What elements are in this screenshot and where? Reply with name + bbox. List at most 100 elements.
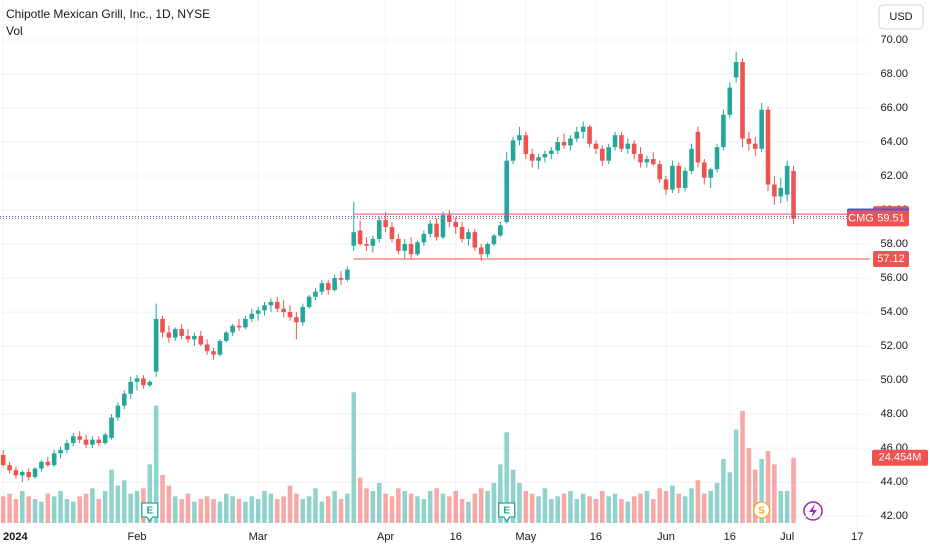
currency-button[interactable]	[878, 4, 924, 30]
candle-body	[523, 135, 529, 154]
volume-bar	[427, 490, 433, 523]
volume-bar	[134, 490, 140, 523]
candle-body	[517, 135, 522, 141]
candle-body	[64, 443, 70, 450]
volume-bar	[746, 448, 752, 523]
volume-bar	[160, 474, 165, 523]
volume-bar	[236, 498, 242, 523]
x-tick-label: 2024	[3, 531, 28, 543]
candle-body	[13, 470, 19, 476]
candle-body	[376, 220, 382, 239]
candle-body	[651, 159, 656, 165]
candle-body	[357, 230, 363, 245]
candle-body	[708, 169, 713, 178]
volume-bar	[453, 490, 459, 523]
volume-bar	[51, 496, 57, 523]
candle-body	[421, 233, 427, 243]
candle-body	[243, 318, 248, 328]
candle-body	[121, 393, 127, 406]
y-tick-label: 64.00	[880, 136, 908, 148]
candle-body	[491, 235, 497, 245]
volume-bar	[485, 490, 490, 523]
volume-label: 24.454M	[879, 452, 922, 464]
candle-body	[561, 142, 567, 146]
y-tick-label: 66.00	[880, 102, 908, 114]
volume-bar	[701, 493, 707, 523]
volume-bar	[408, 493, 414, 523]
candle-body	[77, 436, 82, 440]
candle-body	[778, 187, 784, 197]
candle-body	[153, 318, 159, 372]
candle-body	[733, 62, 739, 78]
y-tick-label: 62.00	[880, 170, 908, 182]
volume-bar	[357, 477, 363, 523]
volume-bar	[192, 501, 197, 523]
candle-body	[287, 312, 293, 318]
candle-body	[574, 131, 580, 139]
candle-body	[51, 453, 57, 466]
volume-bar	[32, 498, 38, 523]
volume-title: Vol	[6, 24, 23, 38]
candle-body	[695, 131, 701, 163]
y-tick-label: 48.00	[880, 408, 908, 420]
candle-body	[663, 179, 669, 190]
candle-body	[26, 471, 31, 478]
candle-body	[612, 135, 618, 148]
volume-bar	[268, 493, 274, 523]
candle-body	[478, 247, 484, 255]
volume-bar	[708, 490, 713, 523]
volume-bar	[306, 496, 312, 523]
candle-body	[58, 449, 63, 454]
x-tick-label: Mar	[249, 531, 268, 543]
volume-bar	[695, 480, 701, 523]
candle-body	[644, 159, 650, 163]
volume-bar	[759, 458, 764, 523]
volume-bar	[255, 498, 261, 523]
candle-body	[102, 434, 108, 444]
candle-body	[217, 341, 223, 355]
candle-body	[714, 147, 720, 170]
flash-icon	[803, 501, 823, 521]
candle-body	[408, 244, 414, 255]
x-tick-label: Feb	[128, 531, 147, 543]
candle-body	[319, 283, 325, 292]
candle-body	[192, 335, 197, 340]
volume-bar	[593, 498, 599, 523]
volume-bar	[421, 498, 427, 523]
volume-bar	[568, 490, 573, 523]
volume-bar	[625, 501, 631, 523]
volume-bar	[294, 493, 299, 523]
candle-body	[536, 157, 541, 161]
candle-body	[96, 439, 102, 444]
candle-body	[109, 417, 114, 438]
volume-bar	[440, 493, 446, 523]
volume-bar	[619, 498, 624, 523]
y-tick-label: 70.00	[880, 34, 908, 46]
candle-body	[498, 225, 503, 236]
volume-bar	[128, 493, 133, 523]
candle-body	[39, 461, 44, 469]
volume-bar	[147, 464, 153, 523]
candle-body	[740, 62, 745, 139]
volume-bar	[791, 457, 796, 523]
candle-body	[313, 291, 318, 297]
event-marker	[141, 502, 159, 523]
candles	[0, 51, 796, 483]
candle-body	[625, 143, 631, 149]
candle-body	[638, 153, 643, 163]
volume-bar	[211, 498, 216, 523]
candle-body	[134, 378, 140, 382]
last-name: CMG	[848, 212, 874, 224]
y-tick-label: 58.00	[880, 238, 908, 250]
currency-label[interactable]: USD	[889, 11, 912, 23]
y-tick-label: 44.00	[880, 476, 908, 488]
volume-bar	[549, 498, 554, 523]
candle-body	[166, 332, 172, 338]
volume-bar	[529, 493, 535, 523]
volume-bar	[561, 493, 567, 523]
volume-bar	[319, 501, 325, 523]
candle-body	[587, 126, 592, 144]
volume-bar	[651, 498, 656, 523]
candle-body	[179, 329, 184, 336]
